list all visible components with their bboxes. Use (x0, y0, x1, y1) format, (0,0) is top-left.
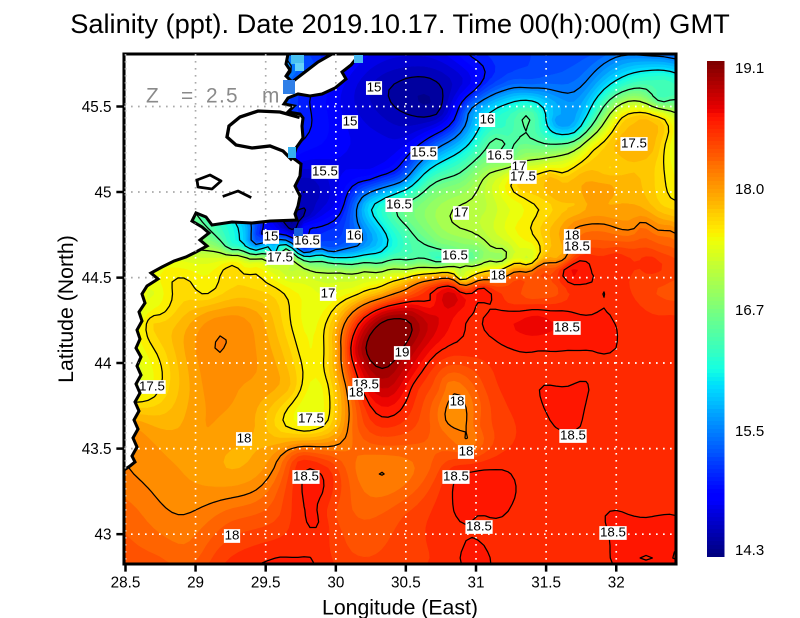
svg-text:29.5: 29.5 (251, 575, 281, 592)
svg-text:15.5: 15.5 (312, 163, 338, 178)
svg-text:19: 19 (395, 344, 410, 359)
svg-text:18.5: 18.5 (293, 468, 319, 483)
svg-text:18: 18 (349, 384, 364, 399)
svg-text:Longitude (East): Longitude (East) (322, 595, 478, 618)
svg-text:15.5: 15.5 (735, 423, 764, 440)
svg-text:15.5: 15.5 (411, 144, 437, 159)
svg-text:18.5: 18.5 (564, 238, 590, 253)
svg-text:18.5: 18.5 (443, 468, 469, 483)
svg-text:30: 30 (327, 575, 344, 592)
svg-text:m: m (262, 84, 279, 107)
svg-text:18: 18 (225, 527, 240, 542)
svg-text:18: 18 (491, 267, 506, 282)
svg-text:17: 17 (512, 158, 527, 173)
svg-text:16.5: 16.5 (386, 196, 412, 211)
svg-text:43.5: 43.5 (82, 441, 112, 458)
svg-text:30.5: 30.5 (391, 575, 421, 592)
svg-text:44.5: 44.5 (82, 270, 112, 287)
svg-text:15: 15 (367, 79, 382, 94)
svg-text:Salinity (ppt). Date 2019.10.1: Salinity (ppt). Date 2019.10.17. Time 00… (70, 8, 730, 39)
svg-text:=: = (181, 84, 193, 107)
svg-text:32: 32 (608, 575, 625, 592)
svg-text:17.5: 17.5 (298, 411, 324, 426)
svg-text:16.7: 16.7 (735, 302, 764, 319)
svg-text:44: 44 (95, 355, 112, 372)
svg-text:16.5: 16.5 (442, 247, 468, 262)
svg-text:17: 17 (454, 204, 469, 219)
svg-text:18.5: 18.5 (560, 427, 586, 442)
svg-text:18: 18 (459, 443, 474, 458)
svg-text:14.3: 14.3 (735, 542, 764, 559)
svg-text:18.5: 18.5 (600, 524, 626, 539)
svg-text:Latitude (North): Latitude (North) (54, 235, 78, 383)
svg-text:17.5: 17.5 (621, 135, 647, 150)
svg-text:28.5: 28.5 (111, 575, 141, 592)
svg-text:17.5: 17.5 (267, 249, 293, 264)
svg-text:18: 18 (237, 431, 252, 446)
svg-text:.: . (219, 84, 225, 107)
svg-text:15: 15 (264, 228, 279, 243)
svg-text:18: 18 (450, 393, 465, 408)
svg-text:45: 45 (95, 185, 112, 202)
svg-text:17.5: 17.5 (139, 378, 165, 393)
svg-text:17.5: 17.5 (510, 168, 536, 183)
svg-text:2: 2 (206, 84, 218, 107)
svg-text:16: 16 (480, 111, 495, 126)
svg-text:18.0: 18.0 (735, 181, 764, 198)
svg-text:29: 29 (187, 575, 204, 592)
svg-text:45.5: 45.5 (82, 99, 112, 116)
svg-text:17: 17 (321, 285, 336, 300)
svg-text:Z: Z (146, 84, 159, 107)
svg-text:43: 43 (95, 527, 112, 544)
svg-text:31: 31 (468, 575, 485, 592)
svg-text:19.1: 19.1 (735, 60, 764, 77)
svg-text:5: 5 (226, 84, 238, 107)
svg-text:16: 16 (347, 227, 362, 242)
svg-text:16.5: 16.5 (487, 147, 513, 162)
svg-text:18: 18 (565, 227, 580, 242)
svg-text:15: 15 (343, 113, 358, 128)
svg-text:18.5: 18.5 (554, 319, 580, 334)
svg-text:31.5: 31.5 (531, 575, 561, 592)
svg-text:16.5: 16.5 (294, 232, 320, 247)
svg-text:18.5: 18.5 (466, 518, 492, 533)
